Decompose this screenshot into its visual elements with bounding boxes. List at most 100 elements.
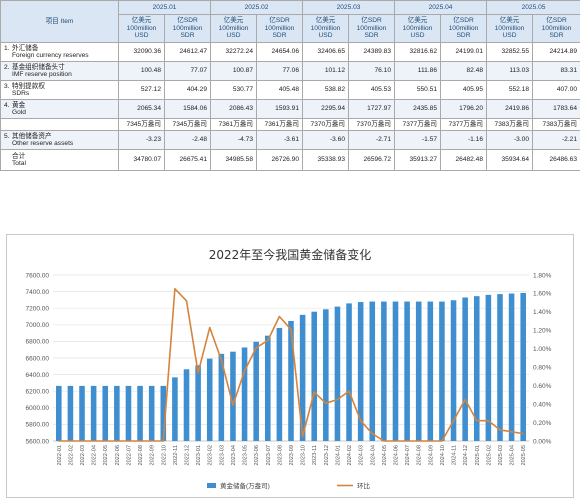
y-tick-label-right: 1.00% <box>533 346 552 353</box>
y-tick-label-right: 0.80% <box>533 365 552 372</box>
unit-line: SDR <box>364 32 379 40</box>
table-cell: -3.23 <box>118 130 165 150</box>
row-index: 5. <box>4 132 10 140</box>
x-tick-label: 2024-12 <box>463 445 469 466</box>
x-tick-label: 2023-04 <box>231 445 237 466</box>
unit-line: 100million <box>541 24 572 32</box>
unit-line: 亿美元 <box>223 17 244 25</box>
bar <box>299 314 306 441</box>
bar <box>67 385 74 441</box>
mom-point <box>185 300 188 302</box>
row-label <box>0 118 119 131</box>
mom-point <box>58 440 60 442</box>
bar <box>125 385 132 441</box>
row-label-zh: 合计 <box>12 152 26 160</box>
table-cell: 35338.93 <box>302 149 349 171</box>
month-header: 2025.05 <box>486 0 580 15</box>
table-cell: 32816.62 <box>394 42 441 62</box>
row-label-en: IMF reserve position <box>12 71 72 78</box>
table-cell: 1593.91 <box>256 99 303 119</box>
x-tick-label: 2023-09 <box>289 445 295 466</box>
unit-header: 亿美元 100million USD <box>118 14 165 43</box>
bar <box>90 385 97 441</box>
table-cell: 7370万盎司 <box>302 118 349 131</box>
table-cell: 550.51 <box>394 80 441 100</box>
table-cell: 527.12 <box>118 80 165 100</box>
bar <box>79 385 85 441</box>
bar <box>253 341 259 441</box>
bar <box>427 301 434 441</box>
mom-point <box>394 440 397 442</box>
month-header: 2025.02 <box>210 0 303 15</box>
unit-line: 亿美元 <box>499 17 520 25</box>
bar <box>485 294 492 441</box>
mom-point <box>348 390 350 392</box>
y-tick-label-left: 6000.00 <box>26 405 50 412</box>
x-tick-label: 2025-05 <box>521 445 527 466</box>
mom-point <box>313 391 315 393</box>
bar <box>288 320 294 441</box>
x-tick-label: 2022-03 <box>80 445 86 466</box>
mom-point <box>383 440 385 442</box>
table-cell: 83.31 <box>532 61 580 81</box>
mom-point <box>93 440 95 442</box>
unit-line: USD <box>134 32 149 40</box>
mom-point <box>418 440 420 442</box>
table-cell: -3.61 <box>256 130 303 150</box>
item-header: 项目 Item <box>0 0 119 43</box>
mom-point <box>371 433 373 435</box>
mom-point <box>429 440 431 442</box>
x-tick-label: 2022-07 <box>126 445 132 466</box>
mom-point <box>522 433 524 435</box>
unit-line: USD <box>318 32 333 40</box>
unit-header: 亿美元 100million USD <box>210 14 257 43</box>
table-cell: -2.71 <box>348 130 395 150</box>
x-tick-label: 2024-10 <box>440 445 446 466</box>
mom-point <box>209 326 211 329</box>
table-cell: 32090.36 <box>118 42 165 62</box>
unit-line: 100million <box>218 24 249 32</box>
mom-point <box>174 288 176 290</box>
table-cell: -3.00 <box>486 130 533 150</box>
x-tick-label: 2024-06 <box>393 445 399 466</box>
bar <box>218 353 225 441</box>
unit-line: USD <box>410 32 425 40</box>
y-tick-label-left: 7600.00 <box>26 272 50 279</box>
unit-header: 亿美元 100million USD <box>486 14 533 43</box>
x-tick-label: 2022-01 <box>57 445 63 466</box>
x-tick-label: 2024-04 <box>370 445 376 466</box>
x-tick-label: 2022-09 <box>150 445 156 466</box>
table-cell: 552.18 <box>486 80 533 100</box>
bar <box>369 301 376 441</box>
bar <box>439 301 445 441</box>
row-index: 2. <box>4 63 10 71</box>
mom-point <box>487 420 489 422</box>
unit-line: 亿SDR <box>453 17 474 25</box>
x-tick-label: 2023-03 <box>219 445 225 466</box>
y-tick-label-left: 7200.00 <box>26 306 50 313</box>
table-row: 3. 特别提款权 SDRs 527.12 404.29 530.77 405.48 538.8… <box>0 80 580 100</box>
table-cell: -1.16 <box>440 130 487 150</box>
unit-line: 亿美元 <box>315 17 336 25</box>
bar <box>450 300 457 441</box>
table-cell: 538.82 <box>302 80 349 100</box>
bar <box>311 311 318 441</box>
chart-title: 2022年至今我国黄金储备变化 <box>209 247 372 262</box>
table-cell: 32406.65 <box>302 42 349 62</box>
x-tick-label: 2024-08 <box>417 445 423 466</box>
x-tick-label: 2023-02 <box>208 445 214 466</box>
bar <box>264 335 271 441</box>
table-cell: -4.73 <box>210 130 257 150</box>
mom-point <box>441 440 443 442</box>
table-cell: 111.86 <box>394 61 441 81</box>
row-index: 1. <box>4 44 10 52</box>
mom-point <box>406 440 408 442</box>
table-cell: 407.00 <box>532 80 580 100</box>
bar <box>520 293 526 441</box>
mom-point <box>220 359 222 361</box>
mom-point <box>116 440 118 442</box>
row-label-zh: 基金组织储备头寸 <box>12 63 65 71</box>
table-cell: 113.03 <box>486 61 533 81</box>
table-cell: 404.29 <box>164 80 211 100</box>
x-tick-label: 2022-08 <box>138 445 144 466</box>
